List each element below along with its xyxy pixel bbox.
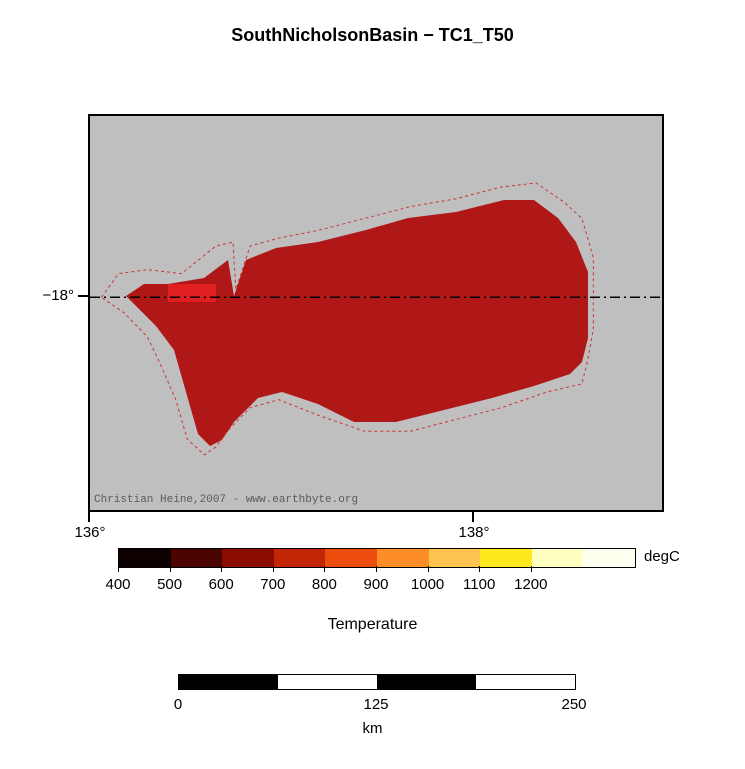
scalebar-segment: [377, 675, 476, 689]
xtick-mark-0: [88, 512, 90, 522]
scalebar-segment: [278, 675, 377, 689]
colorbar-tick-label: 1100: [463, 576, 495, 593]
colorbar-segment: [171, 549, 223, 567]
xtick-label-0: 136°: [68, 524, 112, 541]
colorbar-title: Temperature: [0, 616, 745, 634]
colorbar-tick-label: 400: [105, 576, 130, 593]
colorbar-segment: [480, 549, 532, 567]
distance-scalebar: [178, 674, 576, 690]
colorbar-tick: [376, 566, 377, 572]
chart-title: SouthNicholsonBasin − TC1_T50: [0, 25, 745, 46]
colorbar-tick: [324, 566, 325, 572]
scalebar-title: km: [0, 720, 745, 737]
attribution-text: Christian Heine,2007 - www.earthbyte.org: [94, 494, 358, 506]
colorbar-tick: [531, 566, 532, 572]
colorbar-unit: degC: [644, 548, 680, 565]
colorbar-tick: [428, 566, 429, 572]
colorbar-segment: [325, 549, 377, 567]
ytick-label: −18°: [30, 287, 74, 304]
xtick-label-1: 138°: [452, 524, 496, 541]
colorbar-segment: [532, 549, 584, 567]
map-overlay-svg: [90, 116, 662, 510]
scalebar-tick-label: 0: [174, 696, 182, 713]
colorbar-segment: [222, 549, 274, 567]
colorbar-segment: [377, 549, 429, 567]
colorbar-tick-label: 600: [209, 576, 234, 593]
colorbar-segment: [119, 549, 171, 567]
xtick-mark-1: [472, 512, 474, 522]
scalebar-tick-label: 125: [363, 696, 388, 713]
colorbar-tick: [273, 566, 274, 572]
colorbar-segment: [583, 549, 635, 567]
colorbar-tick-label: 1000: [411, 576, 444, 593]
scalebar-segment: [476, 675, 575, 689]
colorbar-segment: [429, 549, 481, 567]
temperature-colorbar: [118, 548, 636, 568]
colorbar-tick-label: 1200: [514, 576, 547, 593]
colorbar-tick-label: 800: [312, 576, 337, 593]
map-plot-area: Christian Heine,2007 - www.earthbyte.org: [88, 114, 664, 512]
scalebar-segment: [179, 675, 278, 689]
colorbar-tick-label: 700: [260, 576, 285, 593]
temperature-region-patch: [168, 284, 216, 302]
scalebar-tick-label: 250: [561, 696, 586, 713]
colorbar-tick: [118, 566, 119, 572]
colorbar-tick-label: 500: [157, 576, 182, 593]
ytick-mark: [78, 295, 88, 297]
colorbar-segment: [274, 549, 326, 567]
temperature-region-main: [126, 200, 588, 446]
colorbar-tick: [479, 566, 480, 572]
colorbar-tick-label: 900: [363, 576, 388, 593]
colorbar-tick: [170, 566, 171, 572]
colorbar-tick: [221, 566, 222, 572]
